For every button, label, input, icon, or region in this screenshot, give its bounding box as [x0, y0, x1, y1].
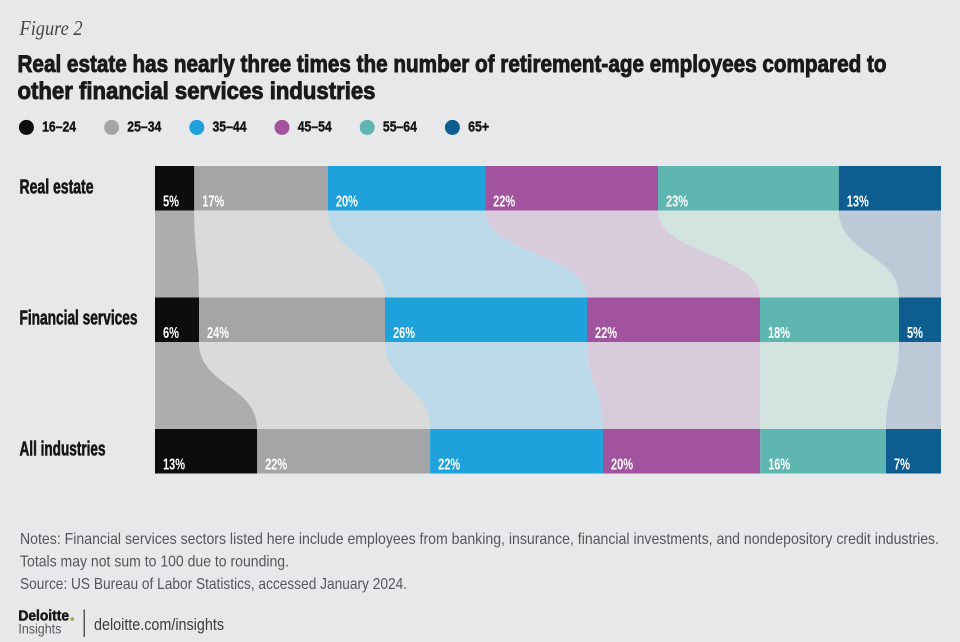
svg-text:16–24: 16–24	[42, 119, 77, 136]
svg-text:7%: 7%	[894, 456, 910, 473]
svg-text:Financial services: Financial services	[20, 308, 138, 330]
svg-text:Figure 2: Figure 2	[19, 16, 83, 40]
svg-text:23%: 23%	[666, 193, 688, 210]
svg-text:Real estate: Real estate	[20, 177, 94, 199]
svg-text:20%: 20%	[336, 193, 358, 210]
svg-text:5%: 5%	[163, 193, 179, 210]
svg-text:All industries: All industries	[20, 439, 106, 461]
svg-text:Totals may not sum to 100 due: Totals may not sum to 100 due to roundin…	[20, 554, 289, 571]
svg-text:20%: 20%	[611, 456, 633, 473]
svg-text:18%: 18%	[768, 325, 790, 342]
svg-text:25–34: 25–34	[127, 119, 162, 136]
svg-text:16%: 16%	[768, 456, 790, 473]
svg-text:55–64: 55–64	[383, 119, 418, 136]
svg-text:22%: 22%	[595, 325, 617, 342]
svg-text:22%: 22%	[265, 456, 287, 473]
svg-text:deloitte.com/insights: deloitte.com/insights	[94, 615, 224, 634]
svg-text:22%: 22%	[438, 456, 460, 473]
svg-text:Insights: Insights	[18, 621, 61, 637]
svg-text:other financial services indus: other financial services industries	[18, 78, 376, 105]
svg-text:Deloitte: Deloitte	[18, 609, 69, 625]
svg-text:13%: 13%	[847, 193, 869, 210]
svg-text:26%: 26%	[393, 325, 415, 342]
svg-text:Source: US Bureau of Labor Sta: Source: US Bureau of Labor Statistics, a…	[20, 576, 407, 593]
svg-text:13%: 13%	[163, 456, 185, 473]
svg-text:35–44: 35–44	[213, 119, 248, 136]
svg-text:Notes: Financial services sect: Notes: Financial services sectors listed…	[20, 531, 939, 548]
svg-text:65+: 65+	[468, 119, 489, 136]
svg-text:Real estate has nearly three t: Real estate has nearly three times the n…	[18, 51, 887, 78]
svg-text:17%: 17%	[202, 193, 224, 210]
svg-text:22%: 22%	[493, 193, 515, 210]
svg-text:5%: 5%	[907, 325, 923, 342]
svg-text:45–54: 45–54	[298, 119, 333, 136]
svg-text:6%: 6%	[163, 325, 179, 342]
svg-text:24%: 24%	[207, 325, 229, 342]
